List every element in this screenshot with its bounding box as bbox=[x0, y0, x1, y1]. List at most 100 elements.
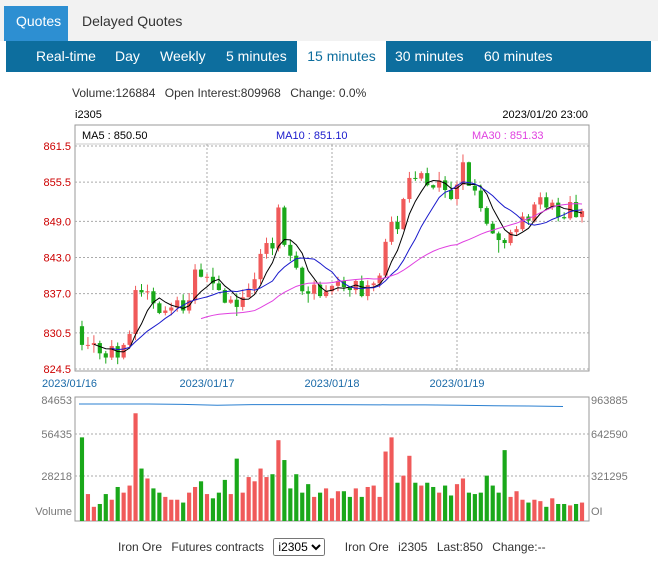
period-tab-5min[interactable]: 5 minutes bbox=[226, 48, 287, 64]
volume-bar bbox=[133, 413, 138, 521]
oi-tick-label: 642590 bbox=[591, 429, 628, 441]
candle-body bbox=[103, 353, 108, 358]
candle-body bbox=[139, 290, 144, 293]
ma30-line bbox=[200, 203, 583, 320]
volume-bar bbox=[335, 491, 341, 521]
candle-body bbox=[198, 269, 204, 277]
candle-body bbox=[454, 184, 460, 200]
contract-selector-bar: Iron Ore Futures contracts i2305 Iron Or… bbox=[118, 538, 552, 556]
candle-body bbox=[91, 343, 96, 345]
volume-bar bbox=[425, 482, 430, 521]
candle-body bbox=[85, 344, 91, 346]
candle-body bbox=[97, 343, 102, 354]
volume-bar bbox=[187, 492, 192, 521]
candle-body bbox=[395, 221, 400, 230]
candle-body bbox=[431, 185, 436, 188]
candle-body bbox=[258, 253, 263, 280]
volume-bar bbox=[103, 494, 108, 521]
candle-body bbox=[448, 189, 454, 200]
volume-bar bbox=[573, 503, 579, 521]
oi-tick-label: OI bbox=[591, 506, 603, 518]
volume-tick-label: Volume bbox=[35, 506, 72, 518]
price-tick-label: 849.0 bbox=[43, 216, 71, 228]
candle-body bbox=[353, 281, 358, 291]
volume-bar bbox=[258, 468, 263, 521]
volume-bar bbox=[520, 499, 525, 521]
candle-body bbox=[312, 284, 317, 294]
open-interest-text: Open Interest:809968 bbox=[164, 86, 281, 100]
change-status-text: Change:-- bbox=[492, 540, 546, 554]
period-tab-day[interactable]: Day bbox=[115, 48, 140, 64]
date-label: 2023/01/16 bbox=[42, 378, 97, 390]
candle-body bbox=[365, 285, 370, 297]
period-tab-weekly[interactable]: Weekly bbox=[160, 48, 206, 64]
volume-bar bbox=[431, 486, 436, 521]
candle-body bbox=[437, 180, 442, 188]
date-label: 2023/01/19 bbox=[429, 378, 484, 390]
volume-bar bbox=[157, 492, 162, 521]
candle-body bbox=[145, 291, 150, 293]
price-tick-label: 855.5 bbox=[43, 177, 71, 189]
candle-body bbox=[228, 299, 233, 303]
volume-bar bbox=[145, 478, 150, 521]
candle-body bbox=[490, 223, 495, 234]
volume-bar bbox=[460, 478, 466, 521]
volume-bar bbox=[252, 481, 257, 521]
volume-bar bbox=[300, 492, 305, 521]
period-tab-60min[interactable]: 60 minutes bbox=[484, 48, 553, 64]
volume-bar bbox=[359, 496, 364, 521]
candle-body bbox=[532, 204, 537, 221]
ma5-label: MA5 : 850.50 bbox=[82, 130, 147, 142]
period-tab-15min[interactable]: 15 minutes bbox=[297, 41, 386, 72]
volume-bar bbox=[550, 498, 555, 521]
volume-bar bbox=[466, 492, 472, 521]
volume-bar bbox=[484, 475, 489, 521]
contract-select[interactable]: i2305 bbox=[273, 538, 326, 556]
volume-bar bbox=[282, 460, 287, 521]
volume-bar bbox=[448, 495, 454, 521]
open-interest-line bbox=[79, 403, 564, 407]
candle-body bbox=[520, 216, 525, 230]
period-tab-realtime[interactable]: Real-time bbox=[36, 48, 96, 64]
volume-bar bbox=[234, 458, 239, 521]
candle-body bbox=[371, 283, 376, 286]
candle-body bbox=[163, 310, 168, 313]
tab-delayed-quotes[interactable]: Delayed Quotes bbox=[82, 13, 183, 29]
candle-body bbox=[413, 177, 418, 179]
commodity-label-2: Iron Ore bbox=[344, 540, 389, 554]
volume-bar bbox=[579, 502, 585, 521]
period-tab-30min[interactable]: 30 minutes bbox=[395, 48, 464, 64]
volume-bar bbox=[306, 484, 311, 521]
volume-bar bbox=[472, 494, 477, 521]
volume-bar bbox=[323, 488, 329, 521]
volume-bar bbox=[228, 494, 233, 521]
oi-tick-label: 321295 bbox=[591, 471, 628, 483]
candle-body bbox=[478, 190, 483, 209]
volume-bar bbox=[169, 499, 174, 521]
contract-code-text: i2305 bbox=[398, 540, 428, 554]
price-tick-label: 830.5 bbox=[43, 328, 71, 340]
volume-bar bbox=[204, 494, 210, 521]
volume-bar bbox=[437, 492, 442, 521]
volume-bar bbox=[91, 506, 96, 521]
volume-bar bbox=[246, 477, 251, 521]
candle-body bbox=[264, 243, 269, 254]
kline-chart: MA5 : 850.50 MA10 : 851.10 MA30 : 851.33… bbox=[35, 124, 628, 522]
volume-bar bbox=[139, 468, 144, 521]
candle-body bbox=[204, 276, 210, 278]
volume-bar bbox=[85, 494, 91, 521]
volume-bar bbox=[109, 499, 114, 521]
volume-bar bbox=[490, 485, 495, 521]
volume-bar bbox=[568, 505, 573, 521]
candle-body bbox=[466, 162, 472, 186]
candle-body bbox=[329, 285, 335, 292]
ma30-label: MA30 : 851.33 bbox=[472, 130, 544, 142]
tab-quotes[interactable]: Quotes bbox=[4, 6, 68, 41]
candle-body bbox=[318, 284, 323, 297]
candle-body bbox=[169, 307, 174, 311]
volume-bar bbox=[270, 474, 275, 521]
date-label: 2023/01/17 bbox=[179, 378, 234, 390]
volume-bar bbox=[395, 482, 400, 521]
volume-bar bbox=[121, 492, 126, 521]
candle-body bbox=[443, 180, 448, 190]
